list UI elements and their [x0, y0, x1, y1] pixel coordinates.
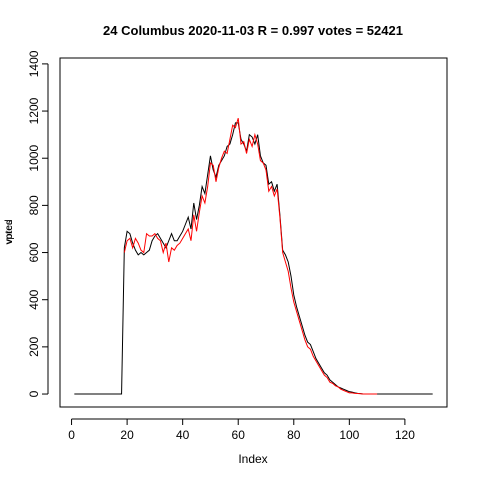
y-tick-label: 1200 — [27, 97, 41, 124]
x-axis-label: Index — [238, 452, 267, 466]
x-tick-label: 40 — [176, 428, 190, 442]
y-tick-label: 800 — [27, 195, 41, 215]
x-tick-label: 60 — [232, 428, 246, 442]
y-axis-label: votes — [4, 220, 15, 244]
x-tick-label: 0 — [68, 428, 75, 442]
x-tick-label: 120 — [395, 428, 415, 442]
plot-frame — [59, 57, 448, 408]
x-tick-label: 20 — [120, 428, 134, 442]
series-line — [123, 117, 378, 395]
y-tick-label: 0 — [27, 390, 41, 397]
y-tick-label: 1400 — [27, 50, 41, 77]
x-tick-label: 100 — [339, 428, 359, 442]
y-tick-label: 1000 — [27, 145, 41, 172]
chart-title: 24 Columbus 2020-11-03 R = 0.997 votes =… — [103, 23, 403, 38]
y-tick-label: 200 — [27, 337, 41, 357]
y-tick-label: 400 — [27, 289, 41, 309]
y-axis-label: vpred — [4, 219, 15, 244]
y-tick-label: 600 — [27, 242, 41, 262]
x-tick-label: 80 — [287, 428, 301, 442]
